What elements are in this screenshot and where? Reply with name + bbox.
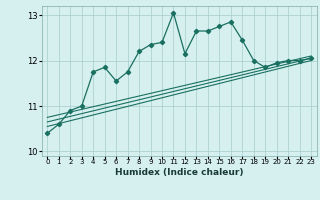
X-axis label: Humidex (Indice chaleur): Humidex (Indice chaleur) xyxy=(115,168,244,177)
